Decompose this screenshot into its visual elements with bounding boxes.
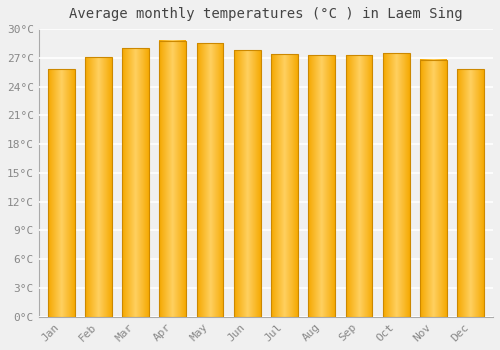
Title: Average monthly temperatures (°C ) in Laem Sing: Average monthly temperatures (°C ) in La… [69,7,462,21]
